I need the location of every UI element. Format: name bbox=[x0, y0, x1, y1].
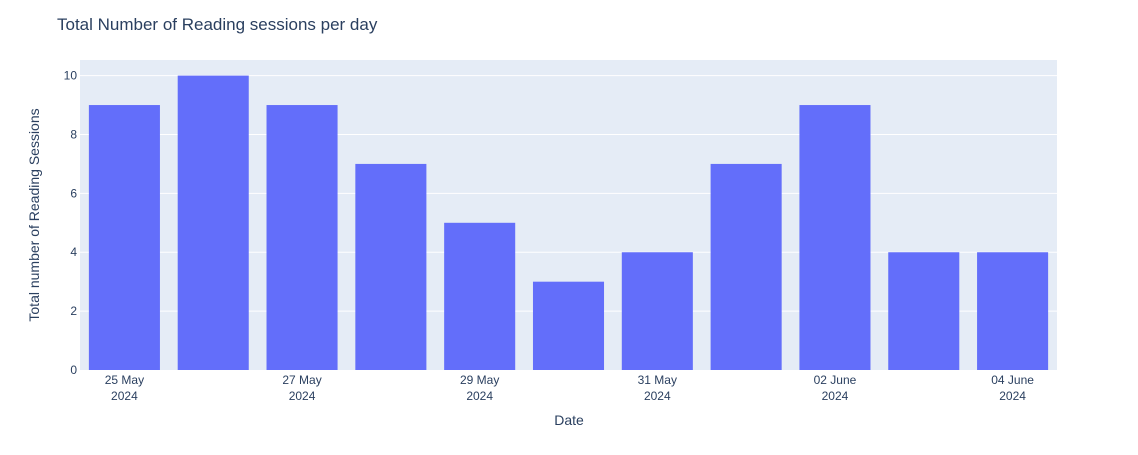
y-tick-label: 6 bbox=[70, 186, 77, 200]
x-tick-label: 04 June 2024 bbox=[991, 373, 1034, 403]
y-tick-label: 2 bbox=[70, 304, 77, 318]
bar-2024-05-28[interactable] bbox=[355, 163, 427, 370]
chart-title: Total Number of Reading sessions per day bbox=[57, 15, 378, 34]
bar-2024-05-30[interactable] bbox=[532, 281, 605, 370]
bar-2024-05-29[interactable] bbox=[444, 222, 516, 370]
y-tick-label: 4 bbox=[70, 245, 77, 259]
bar-2024-06-02[interactable] bbox=[799, 105, 871, 371]
bar-2024-06-01[interactable] bbox=[710, 163, 782, 370]
x-tick-label: 29 May 2024 bbox=[460, 373, 499, 403]
bars bbox=[88, 75, 1049, 371]
y-tick-label: 0 bbox=[70, 363, 77, 377]
y-axis-ticks: 0 2 4 6 8 10 bbox=[64, 69, 78, 377]
bar-2024-05-31[interactable] bbox=[621, 252, 693, 370]
x-tick-label: 02 June 2024 bbox=[814, 373, 857, 403]
x-axis-ticks: 25 May 2024 27 May 2024 29 May 2024 31 May 2024… bbox=[105, 373, 1035, 403]
bar-2024-06-04[interactable] bbox=[977, 252, 1049, 370]
bar-2024-06-03[interactable] bbox=[888, 252, 960, 370]
y-tick-label: 10 bbox=[64, 69, 78, 83]
y-axis-title: Total number of Reading Sessions bbox=[26, 108, 42, 321]
x-tick-label: 27 May 2024 bbox=[282, 373, 321, 403]
x-tick-label: 31 May 2024 bbox=[638, 373, 677, 403]
bar-2024-05-26[interactable] bbox=[177, 75, 249, 371]
x-axis-title: Date bbox=[554, 412, 584, 428]
bar-2024-05-25[interactable] bbox=[88, 105, 160, 371]
x-tick-label: 25 May 2024 bbox=[105, 373, 144, 403]
bar-2024-05-27[interactable] bbox=[266, 105, 338, 371]
y-tick-label: 8 bbox=[70, 127, 77, 141]
